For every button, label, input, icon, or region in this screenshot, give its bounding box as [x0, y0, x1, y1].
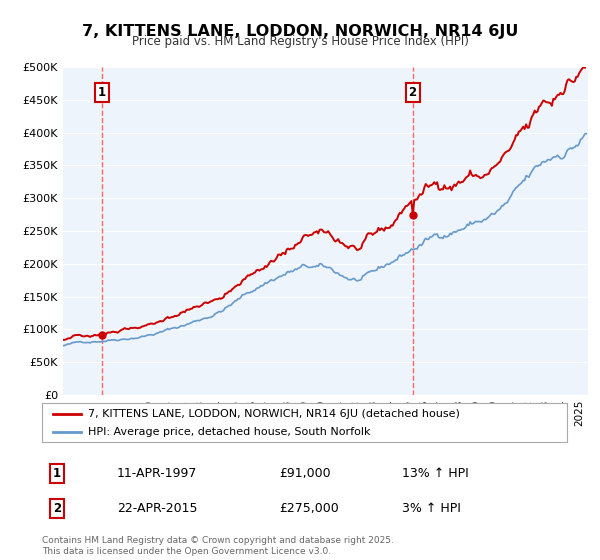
- Text: HPI: Average price, detached house, South Norfolk: HPI: Average price, detached house, Sout…: [88, 427, 371, 437]
- Text: 3% ↑ HPI: 3% ↑ HPI: [402, 502, 461, 515]
- Text: 7, KITTENS LANE, LODDON, NORWICH, NR14 6JU: 7, KITTENS LANE, LODDON, NORWICH, NR14 6…: [82, 24, 518, 39]
- Text: £91,000: £91,000: [279, 466, 331, 480]
- Text: 2: 2: [53, 502, 61, 515]
- Text: 1: 1: [53, 466, 61, 480]
- Text: £275,000: £275,000: [279, 502, 339, 515]
- Text: Price paid vs. HM Land Registry's House Price Index (HPI): Price paid vs. HM Land Registry's House …: [131, 35, 469, 48]
- Text: 1: 1: [98, 86, 106, 99]
- Text: 22-APR-2015: 22-APR-2015: [117, 502, 197, 515]
- Text: Contains HM Land Registry data © Crown copyright and database right 2025.
This d: Contains HM Land Registry data © Crown c…: [42, 536, 394, 556]
- Text: 7, KITTENS LANE, LODDON, NORWICH, NR14 6JU (detached house): 7, KITTENS LANE, LODDON, NORWICH, NR14 6…: [88, 409, 460, 419]
- Text: 13% ↑ HPI: 13% ↑ HPI: [402, 466, 469, 480]
- Text: 2: 2: [409, 86, 416, 99]
- Text: 11-APR-1997: 11-APR-1997: [117, 466, 197, 480]
